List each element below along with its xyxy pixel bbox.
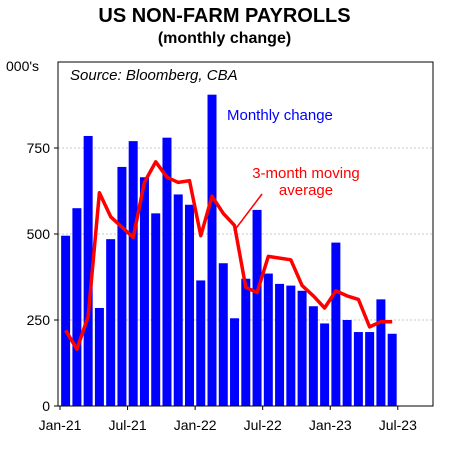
bar [308, 306, 318, 406]
line-series-label-1: 3-month moving [252, 165, 360, 182]
chart-title: US NON-FARM PAYROLLS [98, 5, 351, 27]
bar [353, 332, 363, 406]
bar [297, 290, 307, 406]
line-series [64, 160, 393, 351]
bar [162, 137, 172, 406]
bar [387, 333, 397, 406]
x-axis-ticks: Jan-21 Jul-21 Jan-22 Jul-22 Jan-23 Jul-23 [39, 406, 417, 433]
line-series-label-2: average [279, 182, 333, 199]
bar [342, 320, 352, 406]
bar-series [61, 94, 397, 407]
y-tick-label: 0 [42, 398, 50, 414]
y-axis-ticks: 0 250 500 750 [27, 140, 58, 414]
bar [207, 94, 217, 407]
x-tick-label: Jul-23 [379, 417, 417, 433]
x-tick-label: Jul-21 [108, 417, 146, 433]
y-tick-label: 500 [27, 226, 51, 242]
bar [72, 208, 82, 406]
x-tick-label: Jul-22 [244, 417, 282, 433]
bar [320, 323, 330, 406]
x-tick-label: Jan-22 [174, 417, 217, 433]
bar [151, 213, 161, 406]
bar [218, 263, 228, 406]
x-tick-label: Jan-23 [309, 417, 352, 433]
x-tick-label: Jan-21 [39, 417, 82, 433]
bar [61, 235, 71, 406]
y-tick-label: 250 [27, 312, 51, 328]
bar [365, 332, 375, 406]
bar [94, 307, 104, 406]
bar [263, 273, 273, 406]
chart-subtitle: (monthly change) [157, 30, 292, 47]
bar [106, 239, 116, 406]
moving-average-line [64, 160, 393, 351]
y-axis-unit-label: 000's [6, 58, 40, 74]
bar [376, 299, 386, 406]
bar [275, 283, 285, 406]
bar [173, 194, 183, 406]
bar [83, 135, 93, 406]
source-note: Source: Bloomberg, CBA [70, 67, 238, 84]
line-label-arrow [233, 193, 263, 232]
bar [117, 166, 127, 406]
bar [331, 242, 341, 406]
y-tick-label: 750 [27, 140, 51, 156]
bar [230, 318, 240, 406]
bar [184, 204, 194, 406]
bar [139, 177, 149, 406]
bar [241, 278, 251, 406]
bar [286, 285, 296, 406]
bar [252, 209, 262, 406]
gridlines [58, 147, 433, 321]
bar [128, 141, 138, 406]
bar-series-label: Monthly change [227, 107, 333, 124]
bar [196, 280, 206, 406]
